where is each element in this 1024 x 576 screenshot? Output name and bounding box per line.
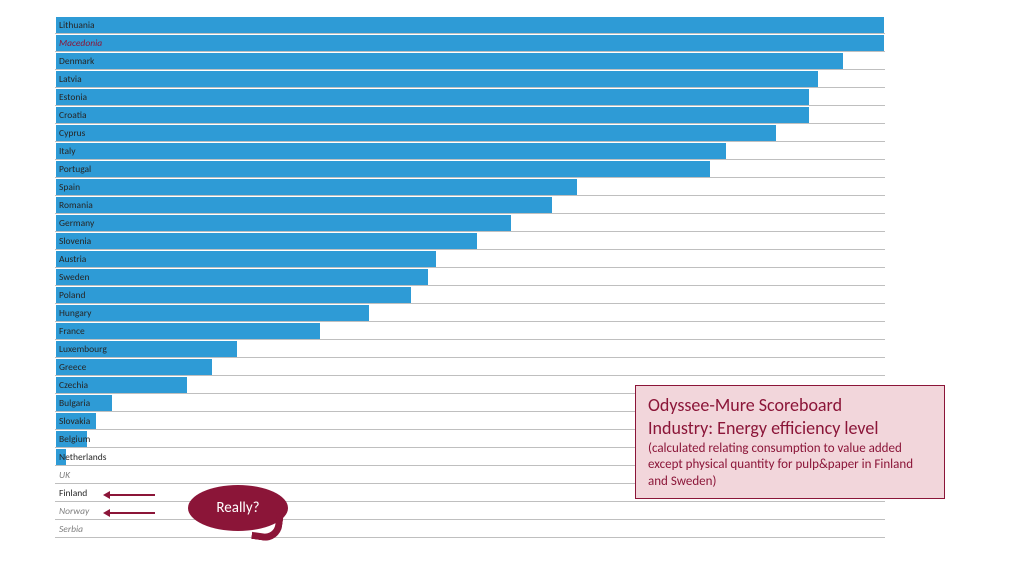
chart-label: Estonia bbox=[59, 91, 87, 103]
chart-bar bbox=[55, 34, 885, 51]
arrow-annotation bbox=[105, 512, 155, 514]
chart-bar bbox=[55, 214, 512, 231]
chart-bar bbox=[55, 70, 819, 87]
chart-bar bbox=[55, 304, 370, 321]
chart-row: Croatia bbox=[55, 106, 885, 124]
chart-bar bbox=[55, 286, 412, 303]
chart-label: Lithuania bbox=[59, 19, 95, 31]
chart-label: Latvia bbox=[59, 73, 82, 85]
chart-label: Belgium bbox=[59, 433, 90, 445]
chart-row: Denmark bbox=[55, 52, 885, 70]
chart-row: Macedonia bbox=[55, 34, 885, 52]
chart-bar bbox=[55, 52, 844, 69]
chart-bar bbox=[55, 142, 727, 159]
chart-row: Sweden bbox=[55, 268, 885, 286]
chart-row: Germany bbox=[55, 214, 885, 232]
chart-row: Estonia bbox=[55, 88, 885, 106]
chart-label: Denmark bbox=[59, 55, 94, 67]
chart-row: Luxembourg bbox=[55, 340, 885, 358]
chart-label: Croatia bbox=[59, 109, 87, 121]
arrow-annotation bbox=[105, 494, 155, 496]
chart-row: Poland bbox=[55, 286, 885, 304]
chart-bar bbox=[55, 466, 57, 483]
chart-row: Lithuania bbox=[55, 16, 885, 34]
chart-row: Italy bbox=[55, 142, 885, 160]
chart-label: Serbia bbox=[59, 523, 83, 535]
chart-row: Cyprus bbox=[55, 124, 885, 142]
chart-bar bbox=[55, 520, 57, 537]
info-title-line2: Industry: Energy efficiency level bbox=[648, 417, 932, 440]
chart-label: Austria bbox=[59, 253, 86, 265]
chart-bar bbox=[55, 502, 57, 519]
chart-label: Italy bbox=[59, 145, 76, 157]
chart-row: Portugal bbox=[55, 160, 885, 178]
chart-bar bbox=[55, 106, 810, 123]
chart-label: Hungary bbox=[59, 307, 91, 319]
chart-bar bbox=[55, 178, 578, 195]
chart-label: Norway bbox=[59, 505, 89, 517]
chart-label: Romania bbox=[59, 199, 93, 211]
chart-bar bbox=[55, 160, 711, 177]
info-box: Odyssee-Mure Scoreboard Industry: Energy… bbox=[635, 385, 945, 499]
chart-label: Sweden bbox=[59, 271, 89, 283]
chart-label: Slovenia bbox=[59, 235, 91, 247]
speech-text: Really? bbox=[216, 499, 259, 517]
chart-label: Finland bbox=[59, 487, 87, 499]
chart-label: Bulgaria bbox=[59, 397, 90, 409]
chart-row: Norway bbox=[55, 502, 885, 520]
chart-bar bbox=[55, 16, 885, 33]
chart-row: Austria bbox=[55, 250, 885, 268]
chart-bar bbox=[55, 196, 553, 213]
chart-row: Slovenia bbox=[55, 232, 885, 250]
chart-bar bbox=[55, 268, 429, 285]
chart-label: UK bbox=[59, 469, 70, 481]
chart-row: Greece bbox=[55, 358, 885, 376]
chart-label: France bbox=[59, 325, 85, 337]
chart-label: Netherlands bbox=[59, 451, 106, 463]
info-subtitle: (calculated relating consumption to valu… bbox=[648, 441, 932, 490]
chart-label: Czechia bbox=[59, 379, 88, 391]
chart-row: Hungary bbox=[55, 304, 885, 322]
chart-row: Serbia bbox=[55, 520, 885, 538]
chart-row: Latvia bbox=[55, 70, 885, 88]
chart-label: Poland bbox=[59, 289, 85, 301]
chart-label: Macedonia bbox=[59, 37, 102, 49]
chart-row: Romania bbox=[55, 196, 885, 214]
chart-bar bbox=[55, 250, 437, 267]
chart-row: Spain bbox=[55, 178, 885, 196]
chart-label: Slovakia bbox=[59, 415, 90, 427]
chart-bar bbox=[55, 88, 810, 105]
chart-label: Cyprus bbox=[59, 127, 85, 139]
chart-row: France bbox=[55, 322, 885, 340]
speech-bubble: Really? bbox=[188, 485, 288, 531]
info-title-line1: Odyssee-Mure Scoreboard bbox=[648, 394, 932, 417]
chart-label: Spain bbox=[59, 181, 80, 193]
chart-label: Germany bbox=[59, 217, 94, 229]
chart-label: Luxembourg bbox=[59, 343, 107, 355]
chart-bar bbox=[55, 232, 478, 249]
chart-bar bbox=[55, 124, 777, 141]
chart-label: Greece bbox=[59, 361, 86, 373]
chart-bar bbox=[55, 322, 321, 339]
chart-bar bbox=[55, 484, 57, 501]
chart-label: Portugal bbox=[59, 163, 91, 175]
